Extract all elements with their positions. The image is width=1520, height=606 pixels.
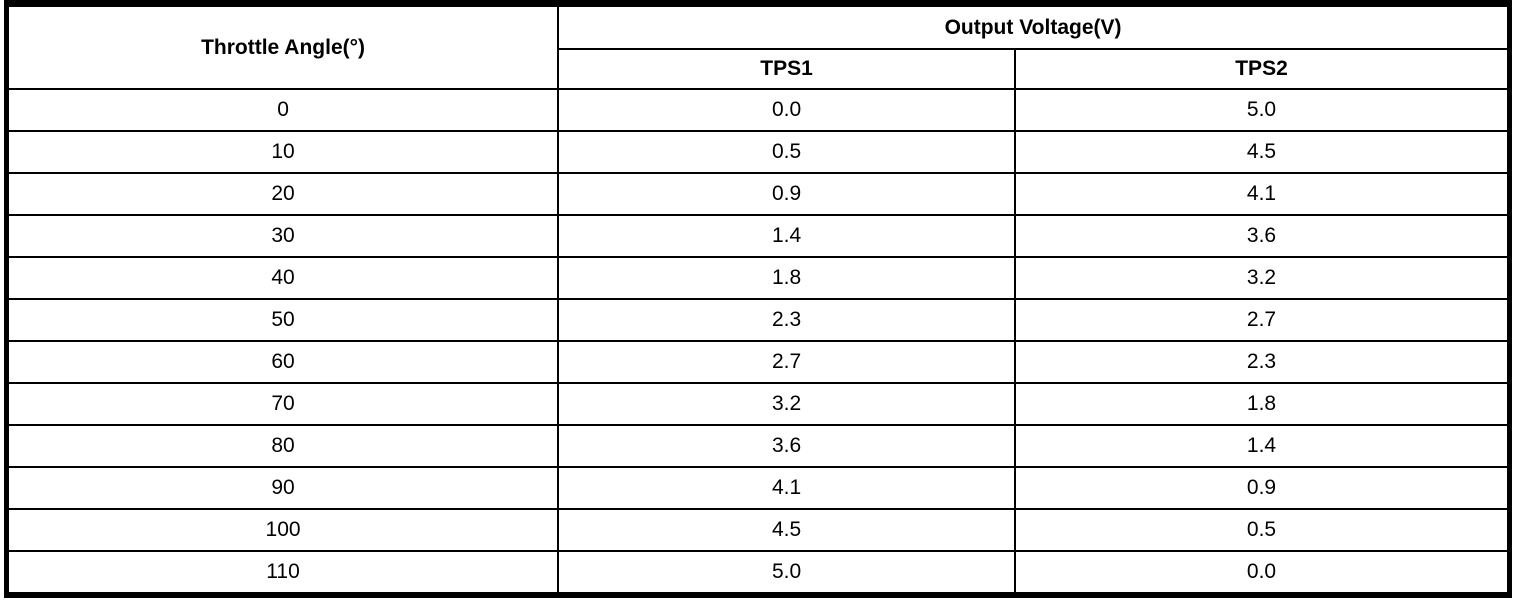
throttle-angle-cell: 90	[5, 466, 560, 510]
tps2-value-cell: 0.5	[1014, 508, 1511, 552]
tps1-value-cell: 4.1	[557, 466, 1016, 510]
tps2-value-cell: 4.5	[1014, 130, 1511, 174]
throttle-angle-cell: 70	[5, 382, 560, 426]
table-row: 110 5.0 0.0	[5, 550, 1511, 596]
output-voltage-header: Output Voltage(V)	[557, 2, 1511, 50]
throttle-angle-cell: 10	[5, 130, 560, 174]
tps1-value-cell: 0.5	[557, 130, 1016, 174]
tps2-value-cell: 3.2	[1014, 256, 1511, 300]
tps2-column-header: TPS2	[1014, 48, 1511, 90]
tps2-value-cell: 2.3	[1014, 340, 1511, 384]
table-row: 10 0.5 4.5	[5, 130, 1511, 174]
throttle-angle-cell: 20	[5, 172, 560, 216]
table-row: 70 3.2 1.8	[5, 382, 1511, 426]
table-row: 100 4.5 0.5	[5, 508, 1511, 552]
table-row: 60 2.7 2.3	[5, 340, 1511, 384]
tps2-value-cell: 4.1	[1014, 172, 1511, 216]
throttle-angle-cell: 80	[5, 424, 560, 468]
tps2-value-cell: 5.0	[1014, 88, 1511, 132]
table-row: 20 0.9 4.1	[5, 172, 1511, 216]
tps1-column-header: TPS1	[557, 48, 1016, 90]
throttle-angle-cell: 50	[5, 298, 560, 342]
throttle-angle-cell: 100	[5, 508, 560, 552]
tps1-value-cell: 3.6	[557, 424, 1016, 468]
tps2-value-cell: 1.4	[1014, 424, 1511, 468]
tps1-value-cell: 1.8	[557, 256, 1016, 300]
table-row: 90 4.1 0.9	[5, 466, 1511, 510]
throttle-angle-header: Throttle Angle(°)	[5, 2, 560, 90]
tps2-value-cell: 0.0	[1014, 550, 1511, 596]
throttle-angle-cell: 60	[5, 340, 560, 384]
table-body: 0 0.0 5.0 10 0.5 4.5 20 0.9 4.1 30 1.4 3…	[5, 88, 1511, 596]
tps1-value-cell: 5.0	[557, 550, 1016, 596]
throttle-voltage-table: Throttle Angle(°) Output Voltage(V) TPS1…	[4, 0, 1512, 598]
table-header: Throttle Angle(°) Output Voltage(V) TPS1…	[5, 2, 1511, 90]
tps1-value-cell: 1.4	[557, 214, 1016, 258]
tps2-value-cell: 2.7	[1014, 298, 1511, 342]
header-row-2: TPS1 TPS2	[7, 48, 1511, 90]
tps1-value-cell: 4.5	[557, 508, 1016, 552]
table-row: 80 3.6 1.4	[5, 424, 1511, 468]
tps1-value-cell: 2.7	[557, 340, 1016, 384]
tps2-value-cell: 1.8	[1014, 382, 1511, 426]
table-row: 0 0.0 5.0	[5, 88, 1511, 132]
header-row-1: Throttle Angle(°) Output Voltage(V)	[5, 2, 1511, 90]
table-row: 40 1.8 3.2	[5, 256, 1511, 300]
tps1-value-cell: 0.9	[557, 172, 1016, 216]
table-row: 30 1.4 3.6	[5, 214, 1511, 258]
tps2-value-cell: 0.9	[1014, 466, 1511, 510]
tps1-value-cell: 3.2	[557, 382, 1016, 426]
throttle-angle-cell: 110	[5, 550, 560, 596]
tps1-value-cell: 2.3	[557, 298, 1016, 342]
throttle-angle-cell: 0	[5, 88, 560, 132]
tps1-value-cell: 0.0	[557, 88, 1016, 132]
throttle-angle-cell: 30	[5, 214, 560, 258]
table-row: 50 2.3 2.7	[5, 298, 1511, 342]
tps2-value-cell: 3.6	[1014, 214, 1511, 258]
throttle-angle-cell: 40	[5, 256, 560, 300]
